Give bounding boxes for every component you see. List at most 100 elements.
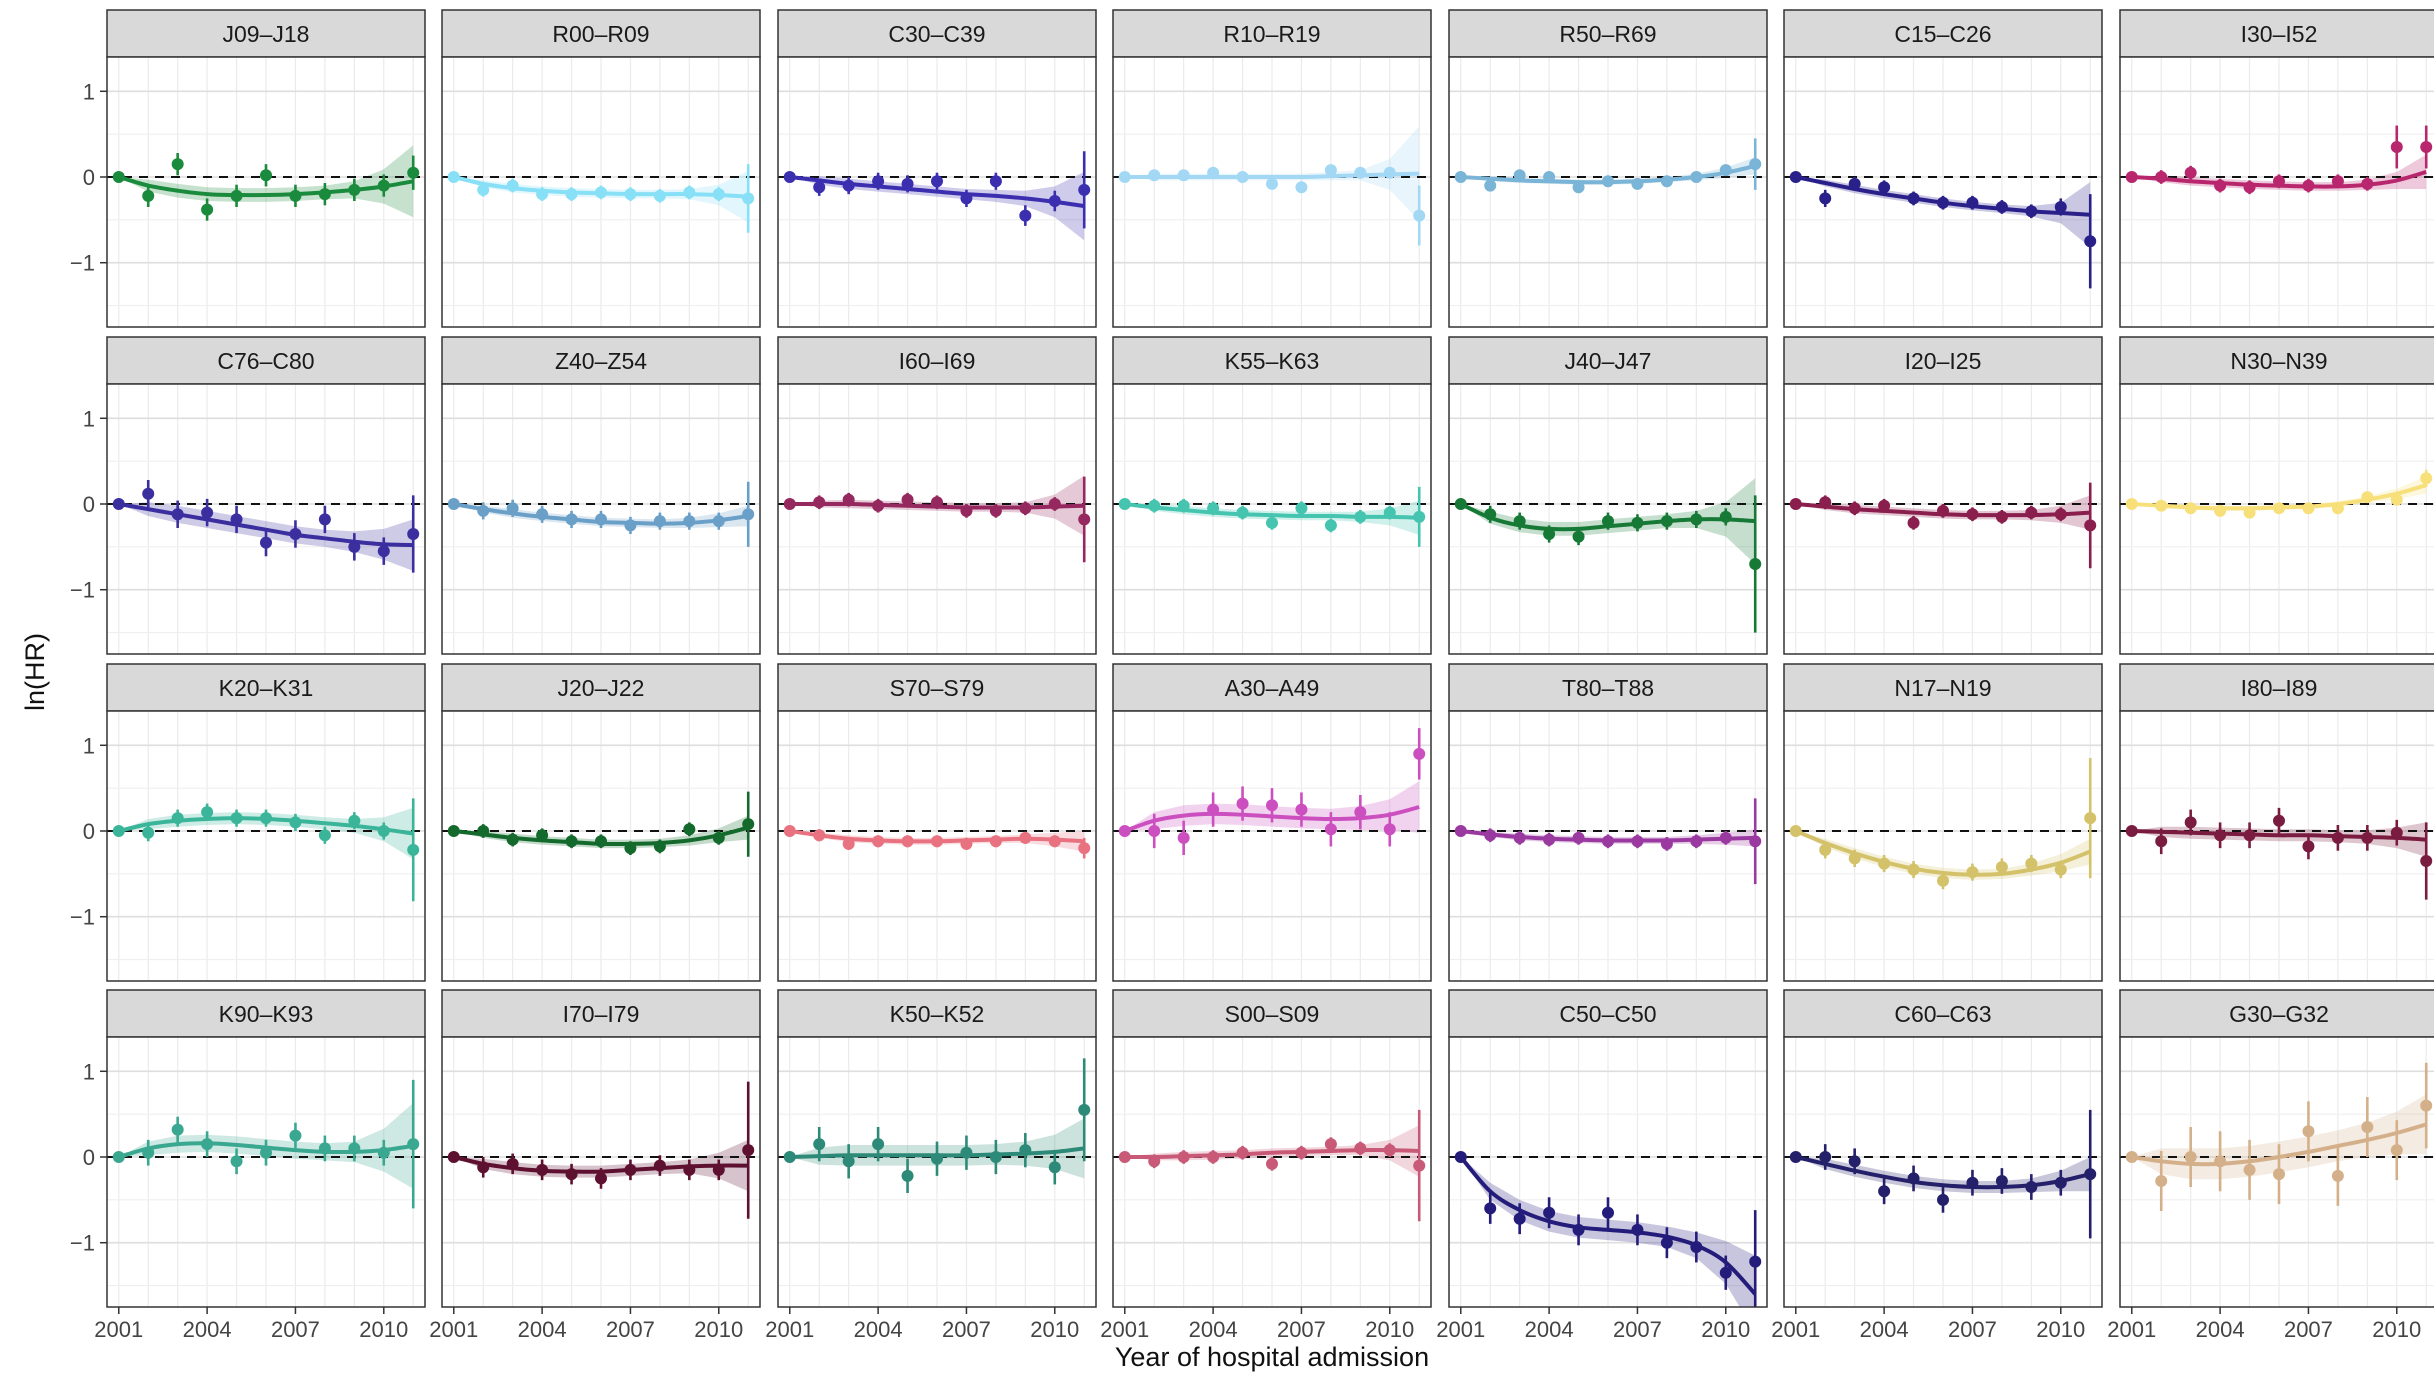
data-point — [1543, 171, 1556, 183]
facet-title: S70–S79 — [890, 675, 985, 701]
data-point — [931, 175, 943, 188]
data-point — [2420, 855, 2433, 867]
confidence-band — [1460, 1157, 1756, 1307]
facet-title: R00–R09 — [552, 21, 649, 47]
data-point — [318, 1142, 331, 1155]
data-point — [565, 513, 578, 526]
data-point — [1749, 558, 1762, 570]
facet-strip — [441, 663, 761, 712]
data-point — [2390, 141, 2403, 153]
data-point — [377, 179, 390, 192]
data-point — [477, 183, 490, 196]
data-point — [1484, 508, 1497, 521]
data-point — [2155, 499, 2168, 512]
panel-plot-area — [1784, 1037, 2102, 1307]
data-point — [2054, 863, 2067, 876]
facet-title: S00–S09 — [1225, 1001, 1320, 1027]
panel-border — [1448, 383, 1768, 655]
data-point — [1177, 169, 1190, 182]
facet-panel-R50–R69: R50–R69 — [1448, 9, 1768, 328]
data-point — [1148, 169, 1161, 182]
panel-plot-area — [778, 57, 1096, 327]
y-tick-label: 0 — [83, 492, 95, 517]
facet-panel-K50–K52: K50–K52 2001 2004 2007 2010 — [765, 989, 1097, 1342]
facet-title: K90–K93 — [219, 1001, 314, 1027]
fitted-curve — [1124, 171, 1420, 180]
confidence-band — [1795, 177, 2091, 248]
data-point — [1513, 169, 1526, 182]
data-point — [1660, 1236, 1673, 1249]
data-point — [813, 1138, 826, 1151]
data-point — [783, 1151, 796, 1163]
data-point — [377, 1146, 390, 1159]
panel-border — [777, 710, 1097, 982]
data-point — [1690, 513, 1703, 526]
data-point — [1207, 166, 1220, 179]
x-tick-label: 2007 — [1613, 1317, 1662, 1342]
data-point — [1413, 209, 1426, 222]
panel-border — [2119, 1036, 2434, 1308]
panel-border — [777, 56, 1097, 328]
x-tick-label: 2007 — [271, 1317, 320, 1342]
data-point — [1878, 499, 1891, 512]
data-point — [1749, 835, 1762, 848]
data-point — [872, 1138, 885, 1151]
data-point — [1719, 510, 1732, 523]
confidence-band — [2131, 1094, 2427, 1180]
data-point — [318, 829, 331, 842]
data-point — [2054, 1176, 2067, 1189]
data-point — [2273, 1168, 2285, 1181]
y-tick-label: 0 — [83, 1145, 95, 1170]
panel-plot-area — [2120, 384, 2434, 654]
data-point — [2302, 502, 2315, 515]
data-point — [2361, 831, 2374, 844]
data-point — [2214, 504, 2227, 517]
facet-title: J09–J18 — [223, 21, 310, 47]
data-point — [2125, 498, 2138, 510]
data-point — [872, 175, 885, 188]
data-point — [960, 192, 973, 205]
data-point — [1719, 831, 1732, 844]
data-point — [2420, 1099, 2433, 1112]
data-point — [2243, 506, 2256, 519]
data-point — [1019, 1144, 1032, 1157]
panel-plot-area — [2120, 1037, 2434, 1307]
data-point — [1048, 195, 1061, 207]
panel-plot-area — [2120, 57, 2434, 327]
x-tick-label: 2004 — [854, 1317, 903, 1342]
data-point — [712, 831, 725, 844]
facet-strip — [1112, 989, 1432, 1038]
data-point — [1413, 747, 1426, 760]
data-point — [1048, 1161, 1061, 1174]
panel-border — [1783, 383, 2103, 655]
data-point — [1602, 175, 1614, 188]
data-point — [2155, 1175, 2168, 1187]
data-point — [112, 1151, 125, 1163]
data-point — [1078, 183, 1091, 196]
data-point — [1719, 164, 1732, 177]
x-tick-label: 2004 — [183, 1317, 232, 1342]
facet-title: K55–K63 — [1225, 348, 1320, 374]
data-point — [712, 188, 725, 201]
data-point — [348, 1142, 361, 1155]
data-point — [1602, 515, 1614, 528]
data-point — [1413, 1159, 1426, 1172]
data-point — [712, 1163, 725, 1176]
data-point — [1819, 843, 1832, 856]
data-point — [142, 487, 155, 500]
data-point — [1543, 1206, 1556, 1219]
data-point — [1266, 177, 1278, 190]
x-tick-label: 2010 — [694, 1317, 743, 1342]
data-point — [1207, 1151, 1220, 1163]
data-point — [1749, 158, 1762, 171]
panel-plot-area — [442, 57, 760, 327]
panel-border — [2119, 56, 2434, 328]
data-point — [960, 837, 973, 850]
panel-plot-area — [1449, 57, 1767, 327]
data-point — [1690, 1241, 1703, 1253]
data-point — [960, 1146, 973, 1159]
facet-title: I20–I25 — [1905, 348, 1982, 374]
data-point — [1048, 835, 1061, 848]
panel-plot-area — [778, 711, 1096, 981]
